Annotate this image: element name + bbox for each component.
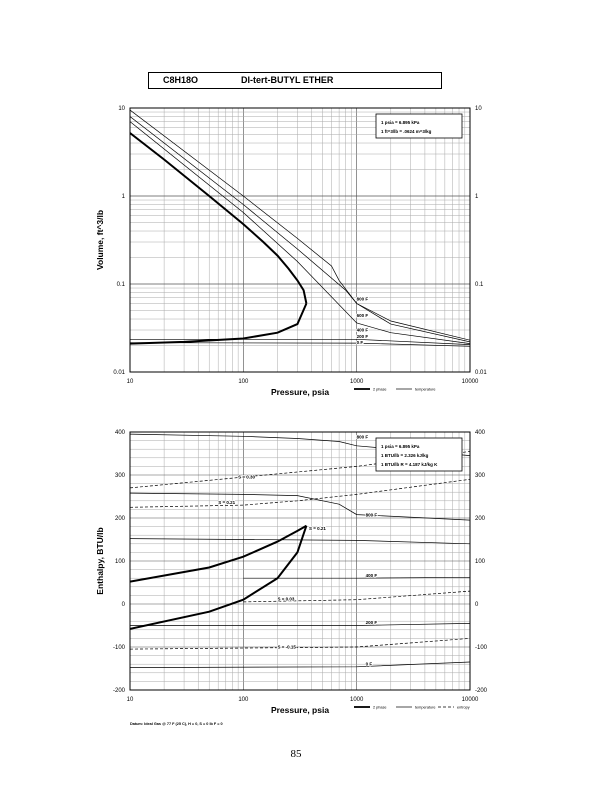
curve-label: S = 0.03 (277, 597, 294, 602)
legend-label: 2 phase (373, 388, 387, 392)
curve-label: 600 F (357, 313, 369, 318)
curves-group (130, 433, 470, 668)
x-axis-label: Pressure, psia (271, 705, 329, 715)
curve-label: 400 F (357, 327, 369, 332)
curve-label: S = -0.15 (277, 644, 296, 649)
x-tick-label: 100 (238, 697, 249, 703)
y-tick-label-right: 100 (475, 559, 486, 565)
units-note-box (375, 437, 463, 472)
legend-label: entropy (457, 706, 470, 710)
x-tick-label: 10 (127, 697, 134, 703)
curve-label: S = 0.30 (238, 474, 255, 479)
series-line (130, 121, 470, 344)
series-line (130, 109, 470, 341)
curve-label: 0 F (366, 661, 373, 666)
y-tick-label-left: -200 (113, 688, 126, 694)
y-tick-label-left: 0.01 (113, 370, 125, 376)
dome-liquid-line (130, 525, 308, 630)
units-note-line: 1 ft^3/lb = .0624 m^3/kg (381, 129, 432, 134)
series-line (130, 492, 470, 521)
y-tick-label-right: 300 (475, 473, 486, 479)
series-line (130, 451, 470, 489)
units-note-line: 1 BTU/lb = 2.326 kJ/kg (381, 453, 429, 458)
chemical-formula: C8H18O (163, 75, 199, 85)
y-tick-label-right: 200 (475, 516, 486, 522)
x-tick-label: 1000 (350, 379, 364, 385)
units-note-line: 1 BTU/lb R = 4.187 kJ/kg K (381, 462, 438, 467)
series-line (130, 478, 470, 508)
curve-label: 0 F (357, 340, 364, 345)
plot-frame (129, 107, 471, 373)
y-tick-label-right: 0.01 (475, 370, 487, 376)
y-tick-label-left: -100 (113, 645, 126, 651)
series-line (130, 116, 470, 343)
y-tick-label-left: 100 (115, 559, 126, 565)
series-line (130, 342, 470, 347)
y-tick-label-right: -200 (475, 688, 488, 694)
curve-label: 400 F (366, 573, 378, 578)
units-note-line: 1 psia = 6.895 kPa (381, 120, 420, 125)
x-tick-label: 100 (238, 379, 249, 385)
series-line (243, 576, 470, 579)
dome-liquid-line (130, 303, 308, 345)
y-axis-label: Volume, ft^3/lb (95, 210, 105, 270)
series-line (130, 538, 470, 545)
x-axis-label: Pressure, psia (271, 387, 329, 397)
curve-label: 800 F (357, 296, 369, 301)
legend-label: temperature (415, 706, 435, 710)
units-note-box (375, 113, 463, 139)
curve-label: 800 F (357, 434, 369, 439)
x-tick-label: 10 (127, 379, 134, 385)
page-number: 85 (290, 748, 302, 760)
y-tick-label-left: 300 (115, 473, 126, 479)
units-note-line: 1 psia = 6.895 kPa (381, 444, 420, 449)
y-tick-label-right: 0 (475, 602, 479, 608)
chemical-name: DI-tert-BUTYL ETHER (241, 75, 334, 85)
series-line (130, 433, 470, 456)
y-tick-label-left: 0 (122, 602, 126, 608)
y-axis-label: Enthalpy, BTU/lb (95, 527, 105, 594)
x-tick-label: 10000 (462, 697, 479, 703)
curve-label: S = 0.21 (309, 526, 326, 531)
y-tick-label-left: 10 (118, 106, 125, 112)
curve-label: 200 F (357, 334, 369, 339)
plot-frame (129, 431, 471, 691)
x-tick-label: 10000 (462, 379, 479, 385)
curve-label: 200 F (366, 620, 378, 625)
datum-footnote: Datum: Ideal Gas @ 77 F (25 C), H = 0, S… (130, 722, 223, 726)
y-tick-label-left: 400 (115, 430, 126, 436)
curves-group (130, 109, 470, 347)
y-tick-label-right: 10 (475, 106, 482, 112)
y-tick-label-right: 0.1 (475, 282, 484, 288)
curve-label: 800 F (366, 513, 378, 518)
y-tick-label-left: 0.1 (117, 282, 126, 288)
y-tick-label-right: 400 (475, 430, 486, 436)
legend-label: temperature (415, 388, 435, 392)
series-line (243, 590, 470, 603)
y-tick-label-left: 200 (115, 516, 126, 522)
dome-vapor-line (130, 524, 307, 583)
series-line (130, 623, 470, 626)
series-line (130, 661, 470, 668)
legend-label: 2 phase (373, 706, 387, 710)
y-tick-label-left: 1 (122, 194, 126, 200)
y-tick-label-right: 1 (475, 194, 479, 200)
series-line (130, 338, 470, 345)
chart-title-box: C8H18O DI-tert-BUTYL ETHER (148, 72, 442, 89)
x-tick-label: 1000 (350, 697, 364, 703)
curve-label: S = 0.21 (218, 500, 235, 505)
series-line (130, 638, 470, 650)
y-tick-label-right: -100 (475, 645, 488, 651)
dome-vapor-line (130, 132, 308, 304)
